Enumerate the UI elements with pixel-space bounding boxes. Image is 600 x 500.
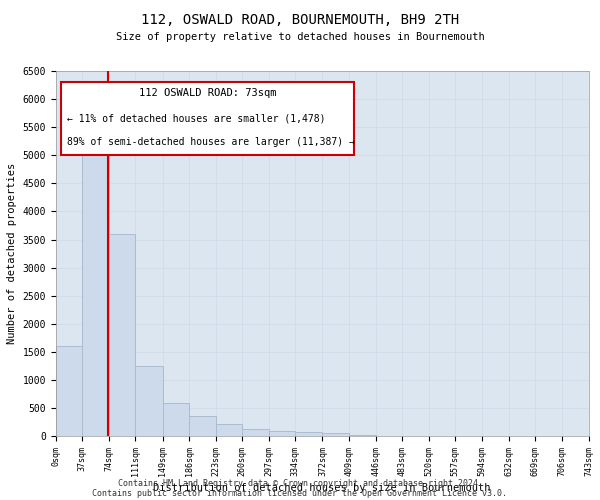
Bar bbox=[242, 429, 269, 436]
Y-axis label: Number of detached properties: Number of detached properties bbox=[7, 163, 17, 344]
Bar bbox=[163, 402, 189, 436]
Bar bbox=[109, 234, 136, 436]
Bar bbox=[349, 434, 376, 436]
Bar bbox=[295, 432, 322, 436]
Bar bbox=[82, 152, 109, 437]
Text: Contains public sector information licensed under the Open Government Licence v3: Contains public sector information licen… bbox=[92, 488, 508, 498]
Bar bbox=[56, 346, 82, 436]
Text: 112, OSWALD ROAD, BOURNEMOUTH, BH9 2TH: 112, OSWALD ROAD, BOURNEMOUTH, BH9 2TH bbox=[141, 12, 459, 26]
Bar bbox=[136, 366, 163, 436]
Text: 112 OSWALD ROAD: 73sqm: 112 OSWALD ROAD: 73sqm bbox=[139, 88, 277, 98]
Text: Contains HM Land Registry data © Crown copyright and database right 2024.: Contains HM Land Registry data © Crown c… bbox=[118, 478, 482, 488]
Bar bbox=[269, 431, 295, 436]
Text: ← 11% of detached houses are smaller (1,478): ← 11% of detached houses are smaller (1,… bbox=[67, 114, 326, 124]
Bar bbox=[322, 434, 349, 436]
Text: 89% of semi-detached houses are larger (11,387) →: 89% of semi-detached houses are larger (… bbox=[67, 137, 355, 147]
Bar bbox=[189, 416, 215, 436]
Bar bbox=[215, 424, 242, 436]
X-axis label: Distribution of detached houses by size in Bournemouth: Distribution of detached houses by size … bbox=[154, 483, 491, 493]
FancyBboxPatch shape bbox=[61, 82, 354, 155]
Text: Size of property relative to detached houses in Bournemouth: Size of property relative to detached ho… bbox=[116, 32, 484, 42]
